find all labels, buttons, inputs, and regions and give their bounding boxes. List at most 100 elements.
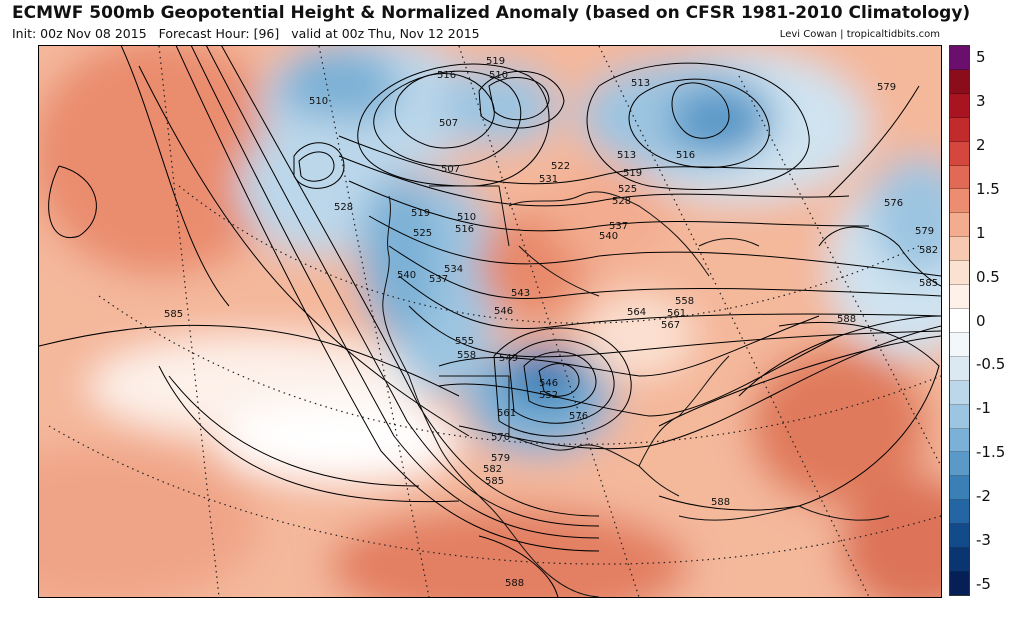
colorbar-segment: [950, 380, 969, 405]
colorbar-label: -3: [976, 531, 991, 550]
colorbar-label: 0: [976, 311, 986, 330]
colorbar-label: -1.5: [976, 443, 1006, 462]
contour-label: 579: [877, 82, 896, 93]
forecast-map: 519 510 516 510 513 579 507 513 516 522 …: [38, 45, 942, 598]
contour-label: 552: [539, 390, 558, 401]
contour-label: 507: [439, 118, 458, 129]
contour-label: 558: [457, 350, 476, 361]
contour-label: 546: [494, 306, 513, 317]
map-title: ECMWF 500mb Geopotential Height & Normal…: [12, 3, 971, 23]
colorbar-label: 1: [976, 223, 986, 242]
colorbar-label: 3: [976, 91, 986, 110]
coastlines: [382, 185, 890, 597]
colorbar-segment: [950, 404, 969, 429]
colorbar-label: -0.5: [976, 355, 1006, 374]
contour-label: 576: [569, 411, 588, 422]
contour-label: 528: [334, 202, 353, 213]
colorbar-label: -1: [976, 399, 991, 418]
credit: Levi Cowan | tropicaltidbits.com: [779, 29, 940, 40]
contour-label: 555: [455, 336, 474, 347]
colorbar-segment: [950, 332, 969, 357]
colorbar-segment: [950, 46, 969, 70]
colorbar-label: 5: [976, 47, 986, 66]
contour-label: 585: [485, 476, 504, 487]
contour-label: 510: [489, 70, 508, 81]
colorbar-segment: [950, 165, 969, 190]
colorbar-segment: [950, 93, 969, 118]
forecast-hour: Forecast Hour: [96]: [158, 26, 280, 41]
anomaly-colorbar: [949, 45, 970, 596]
contour-label: 561: [667, 308, 686, 319]
contour-label: 567: [661, 320, 680, 331]
colorbar-segment: [950, 476, 969, 501]
colorbar-segment: [950, 285, 969, 309]
contour-label: 516: [455, 224, 474, 235]
contour-label: 507: [441, 164, 460, 175]
colorbar-label: -5: [976, 575, 991, 594]
contour-label: 546: [539, 378, 558, 389]
anomaly-shading: [39, 46, 941, 597]
colorbar-labels: 5 3 2 1.5 1 0.5 0 -0.5 -1 -1.5 -2 -3 -5: [976, 45, 1024, 596]
contour-label: 579: [915, 226, 934, 237]
colorbar-segment: [950, 571, 969, 595]
valid-time: valid at 00z Thu, Nov 12 2015: [291, 26, 480, 41]
contour-label: 582: [483, 464, 502, 475]
contour-label: 540: [599, 231, 618, 242]
contour-label: 528: [612, 196, 631, 207]
contour-label: 549: [499, 353, 518, 364]
colorbar-label: 0.5: [976, 267, 1000, 286]
map-subtitle: Init: 00z Nov 08 2015 Forecast Hour: [96…: [12, 26, 488, 41]
contour-label: 519: [411, 208, 430, 219]
contour-label: 516: [437, 70, 456, 81]
contour-label: 519: [486, 56, 505, 67]
contour-label: 531: [539, 174, 558, 185]
contour-label: 561: [497, 408, 516, 419]
colorbar-segment: [950, 141, 969, 166]
contour-label: 537: [609, 221, 628, 232]
colorbar-segment: [950, 428, 969, 453]
colorbar-segment: [950, 237, 969, 262]
colorbar-segment: [950, 452, 969, 477]
contour-label: 513: [617, 150, 636, 161]
contour-label: 588: [711, 497, 730, 508]
contour-label: 585: [919, 278, 938, 289]
contour-label: 585: [164, 309, 183, 320]
contour-label: 558: [675, 296, 694, 307]
contour-label: 510: [309, 96, 328, 107]
contour-label: 516: [676, 150, 695, 161]
contour-label: 582: [919, 245, 938, 256]
contour-label: 522: [551, 161, 570, 172]
colorbar-segment: [950, 261, 969, 286]
contour-label: 570: [491, 432, 510, 443]
contour-label: 510: [457, 212, 476, 223]
colorbar-segment: [950, 213, 969, 238]
colorbar-segment: [950, 189, 969, 214]
colorbar-segment: [950, 117, 969, 142]
contour-labels: 519 510 516 510 513 579 507 513 516 522 …: [164, 56, 938, 589]
map-canvas: 519 510 516 510 513 579 507 513 516 522 …: [39, 46, 941, 597]
contour-label: 543: [511, 288, 530, 299]
contour-label: 588: [837, 314, 856, 325]
contour-label: 540: [397, 270, 416, 281]
contour-label: 519: [623, 168, 642, 179]
contour-label: 576: [884, 198, 903, 209]
colorbar-segment: [950, 308, 969, 333]
colorbar-label: 2: [976, 135, 986, 154]
colorbar-segment: [950, 500, 969, 525]
init-time: Init: 00z Nov 08 2015: [12, 26, 147, 41]
contour-label: 588: [505, 578, 524, 589]
contour-label: 537: [429, 274, 448, 285]
contour-label: 534: [444, 264, 463, 275]
colorbar-segment: [950, 548, 969, 572]
contour-label: 513: [631, 78, 650, 89]
colorbar-label: -2: [976, 487, 991, 506]
colorbar-label: 1.5: [976, 179, 1000, 198]
colorbar-segment: [950, 69, 969, 94]
colorbar-segment: [950, 356, 969, 381]
contour-label: 525: [413, 228, 432, 239]
graticule: [48, 46, 941, 597]
contour-label: 525: [618, 184, 637, 195]
height-contours: [39, 46, 941, 597]
contour-label: 564: [627, 307, 646, 318]
colorbar-segment: [950, 524, 969, 549]
